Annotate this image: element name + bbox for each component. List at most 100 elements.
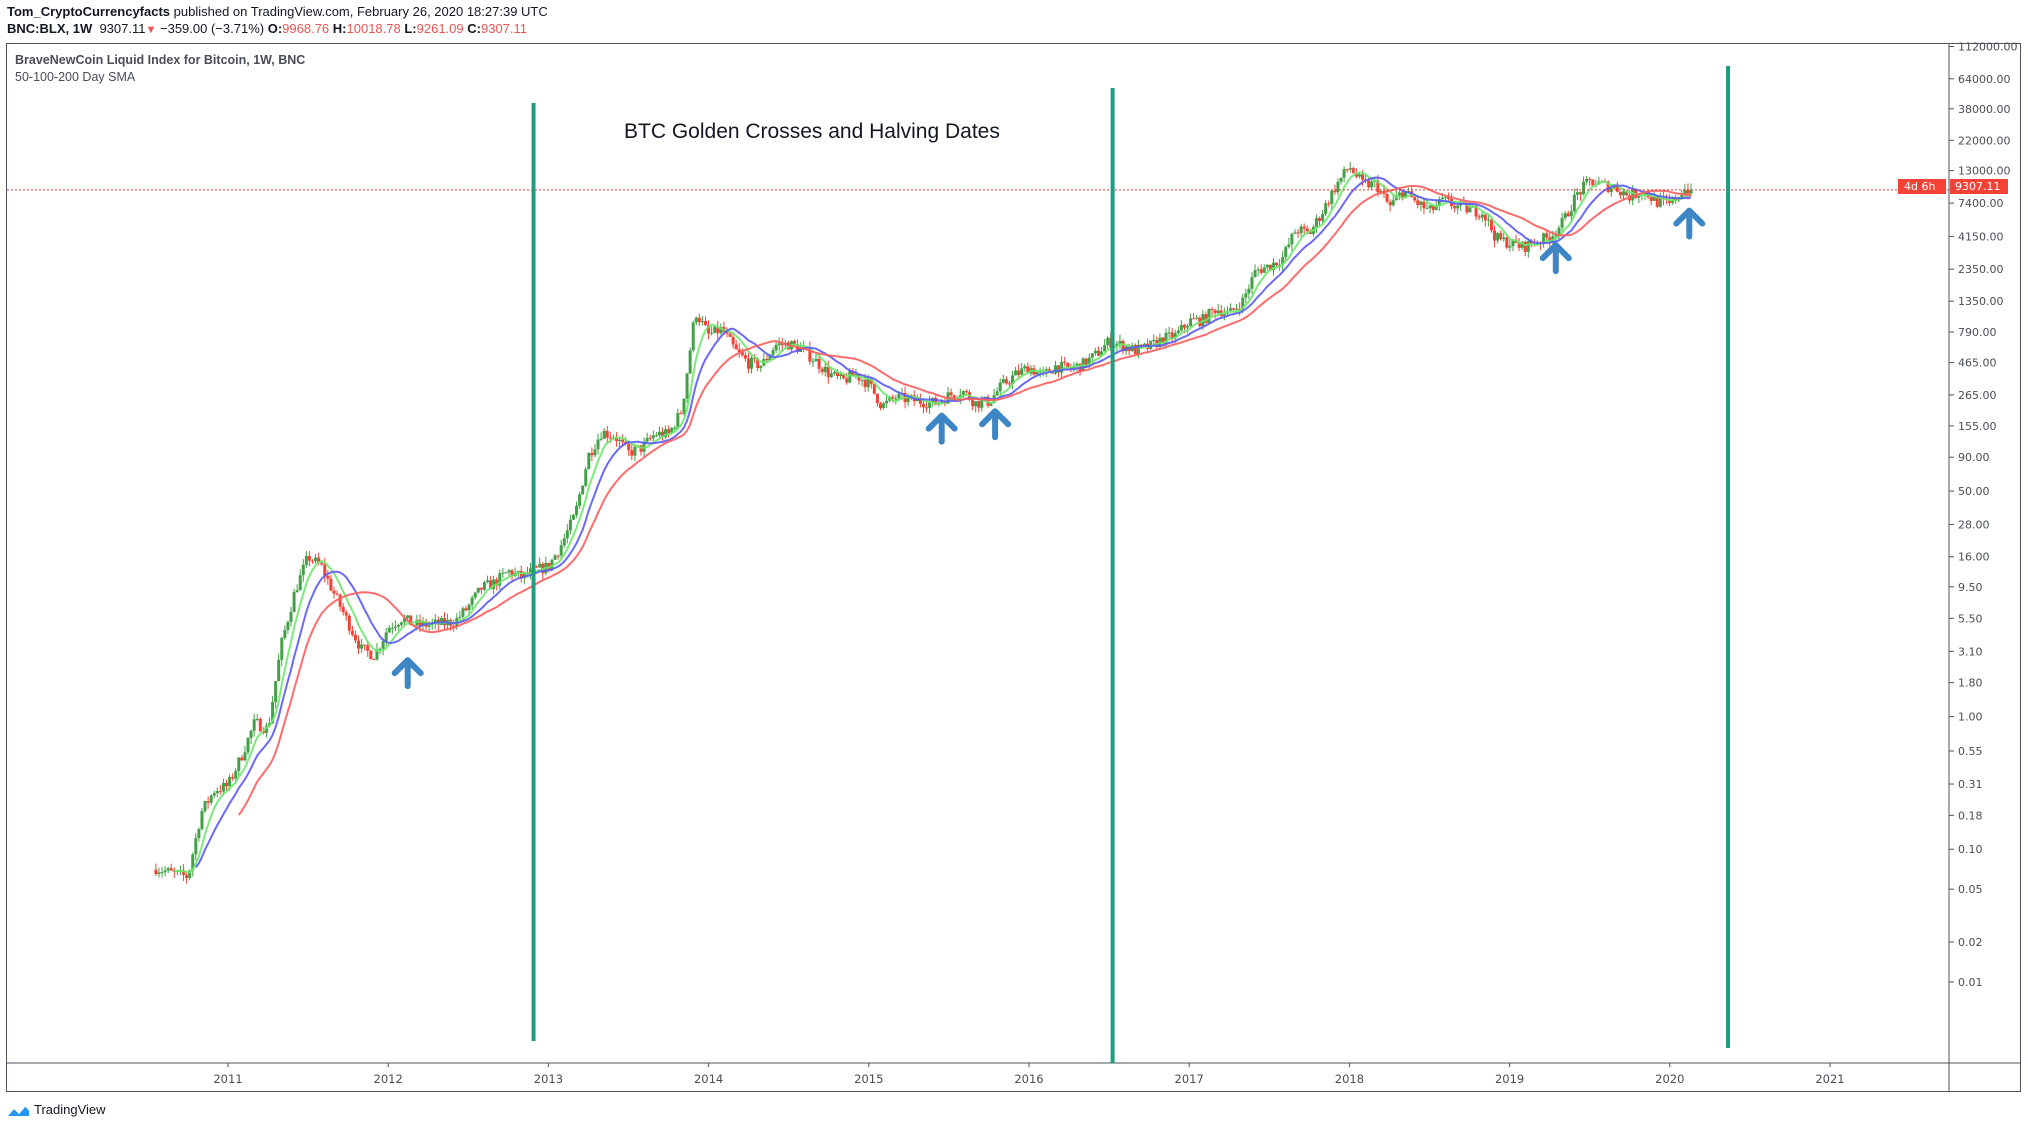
candle-body bbox=[1557, 227, 1561, 235]
candle-up bbox=[194, 833, 198, 861]
price-tick-label: 13000.00 bbox=[1958, 165, 2011, 178]
price-tick-label: 16.00 bbox=[1958, 551, 1990, 564]
golden-cross-arrow-icon bbox=[391, 657, 424, 690]
candle-body bbox=[1192, 318, 1196, 320]
candle-body bbox=[768, 355, 772, 361]
candle-up bbox=[633, 443, 637, 461]
candle-body bbox=[1615, 186, 1619, 192]
candle-body bbox=[1152, 339, 1156, 341]
candle-up bbox=[774, 341, 778, 353]
candle-body bbox=[1496, 233, 1500, 241]
candle-body bbox=[664, 429, 668, 438]
price-tick-label: 465.00 bbox=[1958, 357, 1997, 370]
candle-body bbox=[848, 371, 852, 383]
candle-body bbox=[301, 564, 305, 576]
candle-body bbox=[648, 437, 652, 439]
candle-body bbox=[1367, 180, 1371, 188]
author-name[interactable]: Tom_CryptoCurrencyfacts bbox=[7, 4, 171, 19]
tradingview-logo-icon bbox=[6, 1104, 29, 1117]
candle-body bbox=[1416, 200, 1420, 205]
publish-info: Tom_CryptoCurrencyfacts published on Tra… bbox=[7, 4, 548, 19]
candle-body bbox=[1345, 169, 1349, 171]
candle-down bbox=[1474, 203, 1478, 221]
candle-up bbox=[528, 563, 532, 580]
candle-body bbox=[1499, 233, 1503, 240]
candle-body bbox=[774, 344, 778, 351]
candle-up bbox=[1425, 202, 1429, 210]
candle-up bbox=[882, 401, 886, 410]
candle-body bbox=[1625, 191, 1629, 196]
series-legend[interactable]: BraveNewCoin Liquid Index for Bitcoin, 1… bbox=[15, 53, 306, 67]
candle-down bbox=[341, 603, 345, 616]
candle-body bbox=[1075, 363, 1079, 367]
price-tick-label: 0.05 bbox=[1958, 883, 1983, 896]
candle-body bbox=[581, 485, 585, 495]
candle-body bbox=[740, 352, 744, 356]
sma-100-line bbox=[194, 176, 1692, 868]
indicator-legend[interactable]: 50-100-200 Day SMA bbox=[15, 70, 136, 84]
candle-body bbox=[366, 645, 370, 651]
candle-up bbox=[587, 452, 591, 470]
candle-body bbox=[596, 439, 600, 450]
price-tick-label: 5.50 bbox=[1958, 612, 1983, 625]
candle-body bbox=[378, 648, 382, 650]
candle-up bbox=[1100, 347, 1104, 357]
candle-up bbox=[1621, 190, 1625, 200]
candle-body bbox=[314, 557, 318, 562]
candle-down bbox=[535, 565, 539, 569]
candle-body bbox=[277, 659, 281, 682]
candle-body bbox=[1339, 177, 1343, 182]
candle-up bbox=[421, 616, 425, 630]
candle-body bbox=[860, 380, 864, 382]
candle-body bbox=[878, 403, 882, 409]
candle-body bbox=[1038, 371, 1042, 373]
candle-body bbox=[1637, 195, 1641, 198]
candle-body bbox=[341, 606, 345, 613]
candle-body bbox=[771, 350, 775, 356]
price-tick-label: 2350.00 bbox=[1958, 263, 2004, 276]
candle-up bbox=[482, 581, 486, 592]
down-triangle-icon: ▼ bbox=[145, 24, 157, 36]
candle-up bbox=[657, 426, 661, 438]
candle-body bbox=[1017, 370, 1021, 375]
candle-body bbox=[621, 439, 625, 442]
candle-body bbox=[627, 443, 631, 451]
candle-down bbox=[182, 864, 186, 881]
candle-body bbox=[1434, 205, 1438, 210]
candle-body bbox=[875, 393, 879, 404]
candle-body bbox=[1232, 308, 1236, 310]
candle-body bbox=[682, 398, 686, 414]
candle-down bbox=[697, 313, 701, 327]
candle-up bbox=[710, 326, 714, 336]
candle-down bbox=[326, 570, 330, 585]
candle-down bbox=[357, 635, 361, 655]
candle-body bbox=[1302, 226, 1306, 229]
candle-up bbox=[286, 620, 290, 634]
tradingview-footer[interactable]: TradingView bbox=[6, 1102, 106, 1117]
candle-body bbox=[866, 379, 870, 388]
candle-up bbox=[1502, 232, 1506, 242]
candle-body bbox=[845, 378, 849, 383]
candle-body bbox=[556, 555, 560, 557]
price-tick-label: 28.00 bbox=[1958, 518, 1990, 531]
candle-body bbox=[1090, 353, 1094, 358]
candle-body bbox=[182, 870, 186, 875]
candle-body bbox=[360, 644, 364, 649]
candle-up bbox=[390, 622, 394, 635]
candle-body bbox=[1483, 214, 1487, 221]
candle-up bbox=[1585, 175, 1589, 186]
last-price: 9307.11 bbox=[99, 21, 146, 36]
candle-body bbox=[1262, 267, 1266, 273]
candle-up bbox=[559, 539, 563, 561]
candle-down bbox=[225, 779, 229, 791]
candle-down bbox=[258, 717, 262, 732]
candle-body bbox=[575, 505, 579, 515]
candle-down bbox=[338, 593, 342, 612]
candle-body bbox=[1308, 231, 1312, 234]
candle-up bbox=[1158, 333, 1162, 349]
candle-body bbox=[326, 575, 330, 579]
candle-body bbox=[1213, 310, 1217, 314]
candle-body bbox=[538, 563, 542, 568]
candle-down bbox=[1388, 199, 1392, 212]
